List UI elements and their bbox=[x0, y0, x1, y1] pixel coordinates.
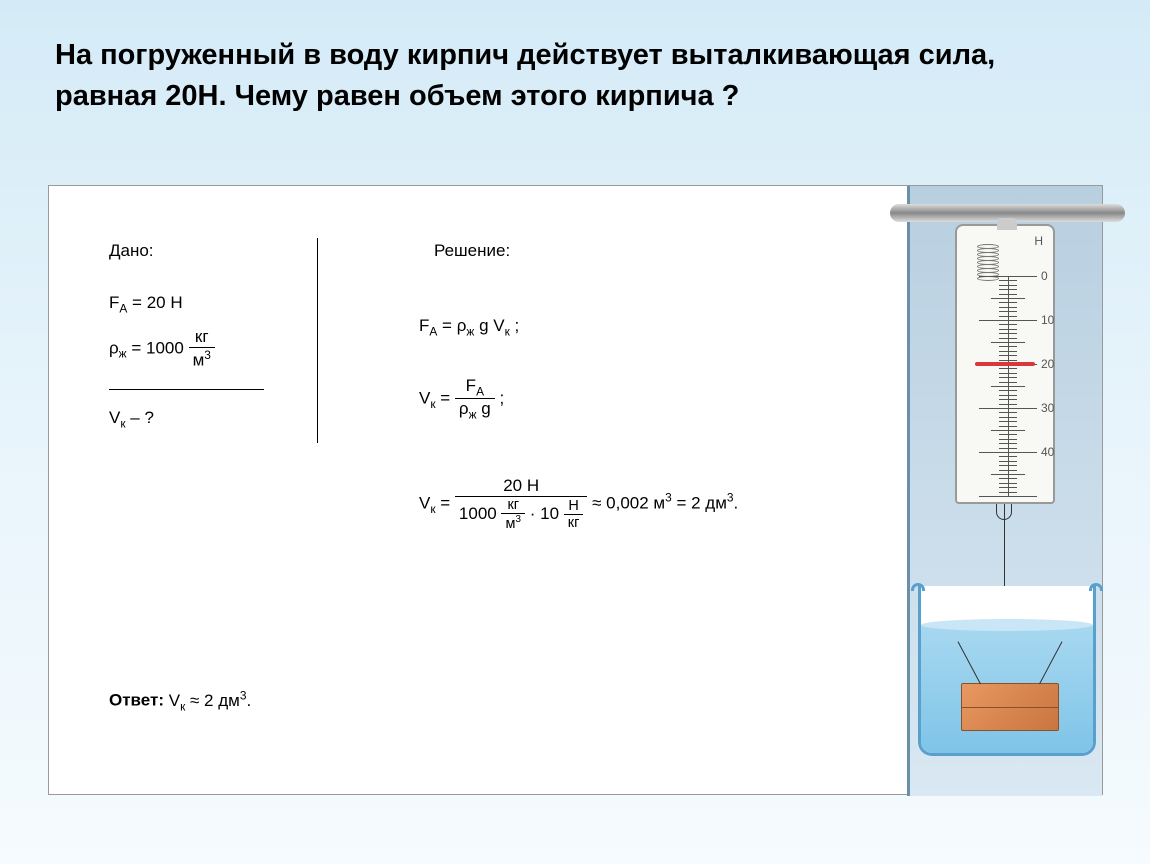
solution-label: Решение: bbox=[434, 241, 510, 261]
dynamometer-scale: 010203040 bbox=[979, 276, 1037, 496]
scale-tick-label: 30 bbox=[1041, 401, 1054, 415]
given-find: Vк – ? bbox=[109, 408, 264, 430]
given-rho: ρж = 1000 кгм3 bbox=[109, 327, 264, 371]
given-block: Дано: FА = 20 Н ρж = 1000 кгм3 Vк – ? bbox=[109, 241, 264, 430]
formula-3: Vк = 20 Н1000 кгм3 · 10 Нкг ≈ 0,002 м3 =… bbox=[419, 476, 738, 532]
formula-2: Vк = FАρж g ; bbox=[419, 376, 504, 422]
water bbox=[921, 625, 1093, 753]
answer-label: Ответ: bbox=[109, 691, 164, 710]
dynamometer-pointer bbox=[975, 362, 1035, 366]
given-data: FА = 20 Н ρж = 1000 кгм3 bbox=[109, 293, 264, 390]
formula-1: FА = ρж g Vк ; bbox=[419, 316, 519, 338]
answer-value: Vк ≈ 2 дм3. bbox=[169, 691, 251, 710]
scale-tick-label: 40 bbox=[1041, 445, 1054, 459]
solution-panel: Дано: FА = 20 Н ρж = 1000 кгм3 Vк – ? Ре… bbox=[48, 185, 1103, 795]
scale-tick-label: 20 bbox=[1041, 357, 1054, 371]
experiment-illustration: Н 010203040 bbox=[907, 186, 1102, 796]
given-fa: FА = 20 Н bbox=[109, 293, 264, 315]
problem-title: На погруженный в воду кирпич действует в… bbox=[55, 35, 1055, 116]
dynamometer-unit: Н bbox=[1034, 234, 1043, 248]
given-divider bbox=[317, 238, 318, 443]
answer-line: Ответ: Vк ≈ 2 дм3. bbox=[109, 688, 251, 713]
brick bbox=[961, 683, 1059, 731]
scale-tick-label: 10 bbox=[1041, 313, 1054, 327]
scale-tick-label: 0 bbox=[1041, 269, 1048, 283]
dynamometer-tab bbox=[997, 218, 1017, 230]
beaker bbox=[918, 586, 1096, 756]
dynamometer: Н 010203040 bbox=[955, 224, 1055, 504]
given-label: Дано: bbox=[109, 241, 264, 261]
